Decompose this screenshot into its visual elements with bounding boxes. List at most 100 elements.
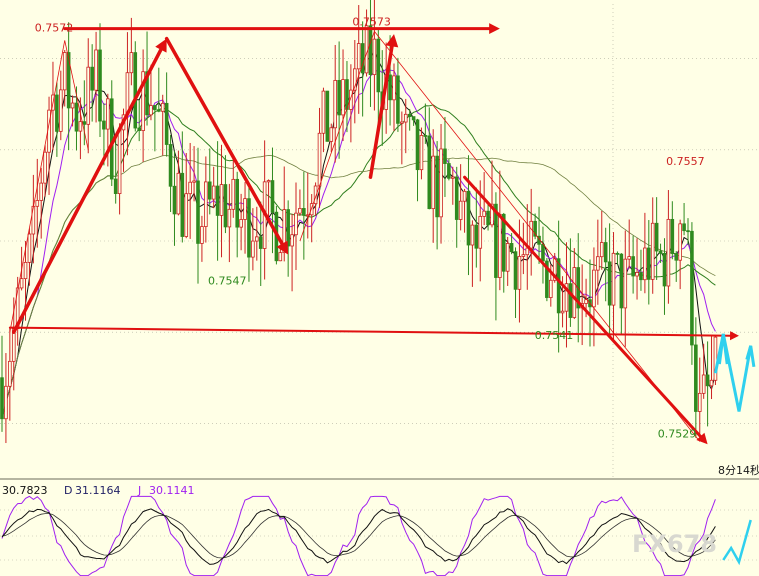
candle-body xyxy=(486,210,490,226)
candle-body xyxy=(568,283,573,318)
candle-body xyxy=(309,203,314,216)
candle-body xyxy=(376,38,381,93)
candle-body xyxy=(294,212,298,236)
candle-body xyxy=(90,66,94,91)
trend-line xyxy=(299,31,375,242)
grid-lines xyxy=(0,4,759,478)
candle-body xyxy=(443,148,447,164)
candle-body xyxy=(172,185,177,215)
candle-body xyxy=(647,247,651,280)
candle-body xyxy=(505,243,510,272)
candle-body xyxy=(556,258,561,314)
candle-body xyxy=(490,203,494,226)
candle-body xyxy=(623,258,628,309)
candle-body xyxy=(368,25,373,76)
trend-arrows xyxy=(8,23,756,445)
candle-body xyxy=(411,116,416,121)
candle-body xyxy=(106,98,110,130)
candle-body xyxy=(329,127,334,142)
candle-body xyxy=(466,190,471,246)
candle-body xyxy=(650,222,655,280)
candle-body xyxy=(435,155,439,218)
candle-body xyxy=(196,180,200,244)
candle-body xyxy=(129,52,134,74)
candle-body xyxy=(509,243,514,253)
candle-body xyxy=(360,43,365,74)
candle-body xyxy=(572,267,577,318)
candle-body xyxy=(117,129,122,194)
candle-body xyxy=(302,208,306,216)
candle-body xyxy=(431,155,435,210)
candle-body xyxy=(94,49,98,91)
candle-body xyxy=(697,392,702,412)
candle-body xyxy=(709,379,714,387)
candle-body xyxy=(243,198,247,220)
kdj-j-label: J xyxy=(137,484,141,497)
candle-body xyxy=(168,144,173,187)
candle-body xyxy=(592,269,596,308)
candle-body xyxy=(254,236,259,242)
uptrend-arrow-1 xyxy=(12,46,164,334)
indicator-grid xyxy=(0,509,759,561)
kdj-j-value: 30.1141 xyxy=(149,484,195,497)
candle-body xyxy=(66,52,71,109)
candle-body xyxy=(258,236,263,249)
candle-body xyxy=(137,127,142,131)
downtrend-arrow-1-head xyxy=(276,240,289,255)
price-annotations: 0.7572 0.7573 0.7547 0.7541 0.7557 0.7529 xyxy=(35,15,705,440)
candle-body xyxy=(184,193,189,237)
price-label-low: 0.7541 xyxy=(535,329,574,342)
kdj-indicator-lines xyxy=(1,495,752,576)
downtrend-arrow-2-head xyxy=(696,432,708,445)
candle-body xyxy=(164,102,169,145)
candle-body xyxy=(43,151,47,184)
candle-body xyxy=(407,113,412,118)
candle-body xyxy=(670,218,675,254)
candle-body xyxy=(149,105,153,116)
candle-body xyxy=(662,252,667,287)
candle-body xyxy=(74,102,79,132)
price-label-low: 0.7529 xyxy=(658,427,697,440)
resistance-arrow-head xyxy=(489,23,500,35)
candle-body xyxy=(8,360,12,387)
candle-body xyxy=(682,223,686,232)
candle-body xyxy=(180,172,185,237)
candle-body xyxy=(639,272,643,281)
price-label-high: 0.7572 xyxy=(35,21,74,34)
candle-body xyxy=(215,185,220,216)
candle-body xyxy=(266,180,271,183)
candle-body xyxy=(39,182,43,201)
candle-body xyxy=(364,25,369,74)
candle-body xyxy=(482,210,486,217)
candle-body xyxy=(35,200,40,207)
candle-body xyxy=(325,90,330,142)
candle-body xyxy=(498,213,502,278)
candle-body xyxy=(290,234,294,247)
candle-body xyxy=(235,178,240,228)
candle-body xyxy=(690,230,694,346)
candle-body xyxy=(419,135,424,171)
candle-body xyxy=(474,224,479,249)
candle-body xyxy=(392,75,396,101)
candle-body xyxy=(356,43,361,70)
candle-body xyxy=(686,230,690,233)
candle-body xyxy=(666,218,671,287)
indicator-projection xyxy=(722,519,752,566)
candle-body xyxy=(349,89,353,110)
candle-body xyxy=(635,272,639,277)
candle-body xyxy=(337,80,341,116)
candle-body xyxy=(223,184,228,228)
candle-body xyxy=(611,252,616,306)
price-label-high: 0.7573 xyxy=(352,15,391,28)
candle-body xyxy=(0,377,4,420)
candle-body xyxy=(204,181,208,227)
candle-body xyxy=(658,250,663,254)
candle-body xyxy=(619,253,624,309)
candle-body xyxy=(188,181,192,195)
kdj-line xyxy=(1,508,716,565)
candle-body xyxy=(494,203,498,278)
kdj-d-label: D xyxy=(64,484,72,497)
candle-body xyxy=(102,120,106,130)
projection-head-2 xyxy=(745,345,756,368)
